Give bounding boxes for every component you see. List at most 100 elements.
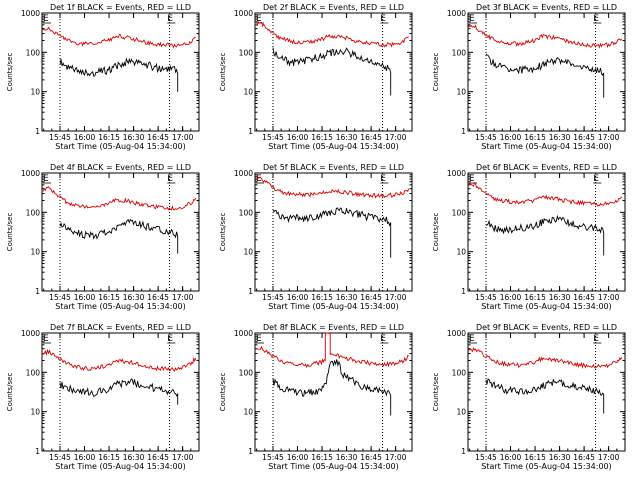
x-tick-label: 16:15: [524, 133, 546, 142]
event-marker-label: E: [380, 334, 386, 344]
x-tick-label: 16:00: [287, 293, 309, 302]
series-lld-line: [41, 348, 197, 372]
y-tick-label: 100: [26, 368, 41, 377]
event-marker-label: E: [469, 174, 475, 184]
x-tick-label: 17:00: [172, 453, 194, 462]
x-tick-label: 17:00: [385, 293, 407, 302]
y-tick-label: 10: [30, 408, 40, 417]
y-tick-label: 1000: [21, 9, 40, 18]
panel-9: Det 9f BLACK = Events, RED = LLD 1 10 100 10…: [432, 323, 626, 471]
plot-frame: [254, 332, 413, 452]
series-events-line: [272, 47, 392, 96]
x-tick-label: 16:15: [524, 293, 546, 302]
event-marker-label: E: [167, 174, 173, 184]
y-tick-label: 1000: [447, 329, 466, 338]
x-tick-label: 16:30: [336, 133, 358, 142]
y-tick-label: 10: [243, 248, 253, 257]
y-tick-label: 100: [239, 368, 254, 377]
panel-title: Det 7f BLACK = Events, RED = LLD: [50, 323, 191, 332]
event-marker-label: E: [43, 334, 49, 344]
x-tick-label: 16:45: [147, 133, 169, 142]
x-tick-label: 16:15: [311, 453, 333, 462]
x-tick-label: 15:45: [49, 133, 71, 142]
y-tick-label: 1000: [21, 169, 40, 178]
plot-frame: [41, 332, 200, 452]
plot-frame: [467, 172, 626, 292]
x-axis-label: Start Time (05-Aug-04 15:34:00): [481, 142, 612, 151]
series-lld-line: [467, 346, 623, 370]
y-axis-label: Counts/sec: [219, 373, 227, 412]
y-tick-label: 1: [35, 447, 40, 456]
y-axis-label: Counts/sec: [6, 373, 14, 412]
panel-title: Det 9f BLACK = Events, RED = LLD: [476, 323, 617, 332]
x-tick-label: 15:45: [49, 293, 71, 302]
y-tick-label: 100: [239, 48, 254, 57]
series-events-line: [272, 207, 392, 258]
y-tick-label: 100: [452, 368, 467, 377]
series-lld-line: [467, 182, 623, 207]
series-lld-line: [254, 332, 409, 369]
event-marker-label: E: [469, 14, 475, 24]
y-tick-label: 1: [35, 287, 40, 296]
x-tick-label: 16:45: [573, 133, 595, 142]
x-axis-label: Start Time (05-Aug-04 15:34:00): [268, 462, 399, 471]
y-tick-label: 1000: [447, 169, 466, 178]
x-tick-label: 17:00: [598, 133, 620, 142]
x-tick-label: 16:30: [549, 133, 571, 142]
x-tick-label: 16:45: [360, 293, 382, 302]
x-tick-label: 16:00: [500, 293, 522, 302]
y-tick-label: 1000: [234, 9, 253, 18]
x-tick-label: 16:30: [549, 453, 571, 462]
series-events-line: [59, 57, 179, 92]
y-tick-label: 1: [248, 447, 253, 456]
x-tick-label: 16:15: [524, 453, 546, 462]
event-marker-label: E: [593, 14, 599, 24]
x-tick-label: 16:30: [123, 133, 145, 142]
event-marker-label: E: [256, 174, 262, 184]
x-tick-label: 16:30: [336, 293, 358, 302]
event-marker-label: E: [43, 14, 49, 24]
event-marker-label: E: [167, 334, 173, 344]
y-axis-label: Counts/sec: [432, 373, 440, 412]
x-axis-label: Start Time (05-Aug-04 15:34:00): [481, 462, 612, 471]
y-tick-label: 10: [30, 248, 40, 257]
y-tick-label: 100: [452, 208, 467, 217]
x-tick-label: 16:00: [74, 453, 96, 462]
panel-title: Det 8f BLACK = Events, RED = LLD: [263, 323, 404, 332]
series-lld-line: [41, 26, 196, 49]
panel-title: Det 3f BLACK = Events, RED = LLD: [476, 3, 617, 12]
x-tick-label: 16:15: [98, 293, 120, 302]
event-marker-label: E: [469, 334, 475, 344]
x-tick-label: 16:00: [287, 453, 309, 462]
panel-5: Det 5f BLACK = Events, RED = LLD 1 10 100 10…: [219, 163, 413, 311]
y-tick-label: 1: [248, 127, 253, 136]
panel-2: Det 2f BLACK = Events, RED = LLD 1 10 100 10…: [219, 3, 413, 151]
x-tick-label: 16:00: [74, 133, 96, 142]
x-tick-label: 16:45: [360, 133, 382, 142]
x-tick-label: 16:15: [311, 293, 333, 302]
y-tick-label: 10: [456, 248, 466, 257]
x-tick-label: 16:15: [311, 133, 333, 142]
x-tick-label: 16:15: [98, 453, 120, 462]
x-tick-label: 16:45: [573, 293, 595, 302]
x-axis-label: Start Time (05-Aug-04 15:34:00): [268, 142, 399, 151]
x-axis-label: Start Time (05-Aug-04 15:34:00): [481, 302, 612, 311]
panel-3: Det 3f BLACK = Events, RED = LLD 1 10 100 10…: [432, 3, 626, 151]
x-axis-label: Start Time (05-Aug-04 15:34:00): [55, 462, 186, 471]
x-tick-label: 17:00: [172, 133, 194, 142]
y-tick-label: 10: [456, 408, 466, 417]
panel-title: Det 1f BLACK = Events, RED = LLD: [50, 3, 191, 12]
y-tick-label: 1: [461, 447, 466, 456]
x-tick-label: 16:30: [549, 293, 571, 302]
event-marker-label: E: [167, 14, 173, 24]
x-tick-label: 15:45: [262, 133, 284, 142]
x-axis-label: Start Time (05-Aug-04 15:34:00): [55, 142, 186, 151]
panel-title: Det 6f BLACK = Events, RED = LLD: [476, 163, 617, 172]
y-tick-label: 10: [30, 88, 40, 97]
event-marker-label: E: [43, 174, 49, 184]
x-tick-label: 15:45: [262, 453, 284, 462]
plot-frame: [41, 12, 200, 132]
plot-frame: [467, 332, 626, 452]
event-marker-label: E: [593, 174, 599, 184]
